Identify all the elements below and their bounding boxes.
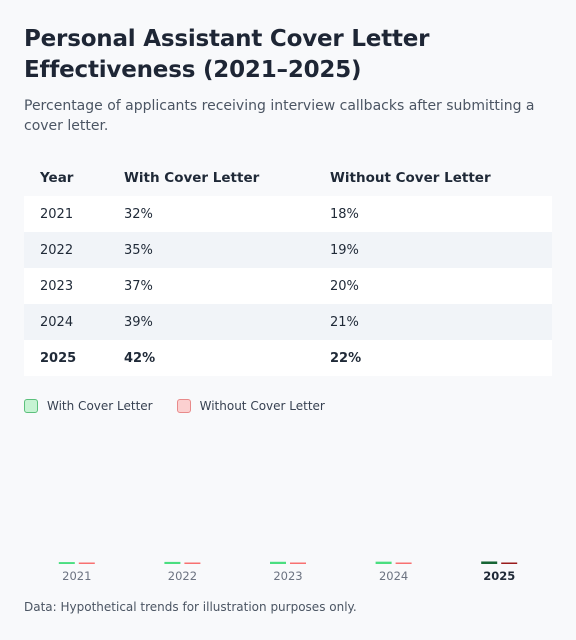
bar-without-2021 — [78, 562, 95, 564]
legend-item-with: With Cover Letter — [24, 399, 153, 413]
table-cell-with: 32% — [108, 196, 314, 232]
chart-subtitle: Percentage of applicants receiving inter… — [24, 98, 535, 134]
table-cell-without: 19% — [314, 232, 552, 268]
bar-with-2024 — [375, 561, 392, 564]
table-cell-year: 2024 — [24, 304, 108, 340]
x-tick-label: 2022 — [168, 569, 197, 583]
data-table: Year With Cover Letter Without Cover Let… — [24, 160, 552, 376]
table-cell-with: 39% — [108, 304, 314, 340]
legend-swatch-with — [24, 399, 38, 413]
table-cell-with: 42% — [108, 340, 314, 376]
bar-chart: 2021 2022 2023 2024 2025 — [58, 561, 518, 583]
x-tick-label: 2023 — [273, 569, 302, 583]
table-cell-with: 35% — [108, 232, 314, 268]
table-cell-year: 2022 — [24, 232, 108, 268]
table-cell-without: 22% — [314, 340, 552, 376]
table-header-without: Without Cover Letter — [330, 170, 491, 186]
legend: With Cover Letter Without Cover Letter — [24, 399, 349, 413]
table-header-row: Year With Cover Letter Without Cover Let… — [24, 160, 552, 196]
x-tick-label: 2024 — [379, 569, 408, 583]
table-cell-without: 20% — [314, 268, 552, 304]
bar-with-2021 — [58, 562, 75, 564]
bar-with-2023 — [270, 561, 286, 564]
table-cell-year: 2025 — [24, 340, 108, 376]
legend-swatch-without — [176, 399, 191, 413]
x-tick-label: 2025 — [483, 569, 515, 583]
table-row-highlight: 2025 42% 22% — [24, 340, 552, 376]
legend-label-without: Without Cover Letter — [199, 399, 325, 413]
x-tick-label: 2021 — [62, 569, 91, 583]
bar-without-2023 — [290, 562, 306, 564]
bar-without-2024 — [395, 562, 412, 564]
table-header-year: Year — [40, 170, 74, 186]
bar-with-2025 — [481, 561, 498, 564]
bar-without-2022 — [184, 562, 201, 564]
table-cell-year: 2021 — [24, 196, 108, 232]
table-cell-without: 21% — [314, 304, 552, 340]
table-row: 2022 35% 19% — [24, 232, 552, 268]
table-row: 2024 39% 21% — [24, 304, 552, 340]
table-cell-with: 37% — [108, 268, 314, 304]
legend-label-with: With Cover Letter — [47, 399, 153, 413]
legend-item-without: Without Cover Letter — [176, 399, 325, 413]
chart-title: Personal Assistant Cover Letter Effectiv… — [24, 26, 430, 83]
table-row: 2021 32% 18% — [24, 196, 552, 232]
bar-with-2022 — [164, 561, 181, 564]
table-row: 2023 37% 20% — [24, 268, 552, 304]
table-cell-without: 18% — [314, 196, 552, 232]
table-header-with: With Cover Letter — [124, 170, 260, 186]
footnote: Data: Hypothetical trends for illustrati… — [24, 600, 357, 614]
table-cell-year: 2023 — [24, 268, 108, 304]
bar-without-2025 — [501, 562, 518, 564]
